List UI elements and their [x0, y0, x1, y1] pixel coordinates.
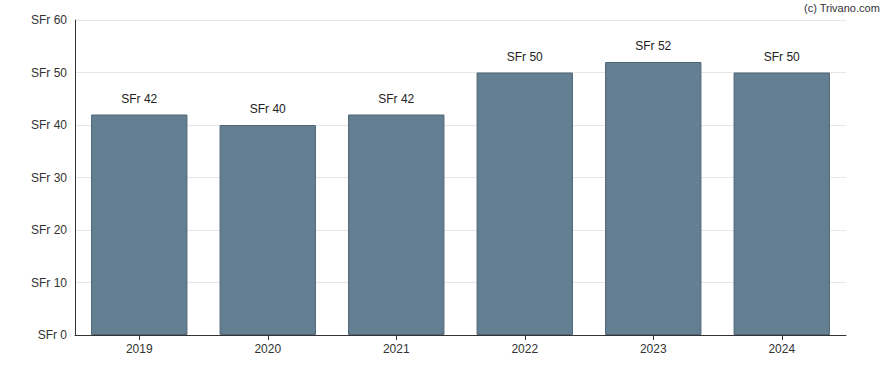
svg-text:(c) Trivano.com: (c) Trivano.com — [804, 2, 880, 14]
svg-text:SFr 40: SFr 40 — [31, 118, 67, 132]
svg-text:SFr 42: SFr 42 — [378, 92, 414, 106]
svg-text:SFr 50: SFr 50 — [31, 66, 67, 80]
svg-text:2022: 2022 — [511, 342, 538, 356]
svg-text:SFr 52: SFr 52 — [635, 39, 671, 53]
svg-text:SFr 50: SFr 50 — [507, 50, 543, 64]
svg-text:SFr 20: SFr 20 — [31, 223, 67, 237]
svg-text:SFr 0: SFr 0 — [38, 328, 68, 342]
svg-text:SFr 30: SFr 30 — [31, 171, 67, 185]
svg-text:2019: 2019 — [126, 342, 153, 356]
svg-text:2024: 2024 — [768, 342, 795, 356]
svg-text:SFr 42: SFr 42 — [121, 92, 157, 106]
svg-text:SFr 40: SFr 40 — [250, 102, 286, 116]
svg-text:SFr 10: SFr 10 — [31, 276, 67, 290]
svg-text:SFr 60: SFr 60 — [31, 13, 67, 27]
svg-text:2021: 2021 — [383, 342, 410, 356]
svg-text:2023: 2023 — [640, 342, 667, 356]
svg-text:SFr 50: SFr 50 — [764, 50, 800, 64]
svg-text:2020: 2020 — [254, 342, 281, 356]
